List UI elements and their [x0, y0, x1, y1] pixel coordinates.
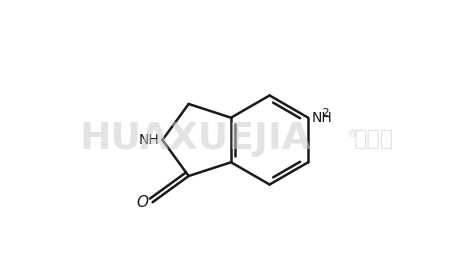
- Text: 化学加: 化学加: [354, 129, 394, 149]
- Text: 2: 2: [312, 108, 330, 118]
- Text: NH: NH: [312, 111, 333, 125]
- Text: O: O: [137, 195, 149, 210]
- Text: HUAXUEJIA: HUAXUEJIA: [80, 121, 311, 157]
- Text: ®: ®: [347, 129, 358, 139]
- Text: NH: NH: [139, 133, 159, 147]
